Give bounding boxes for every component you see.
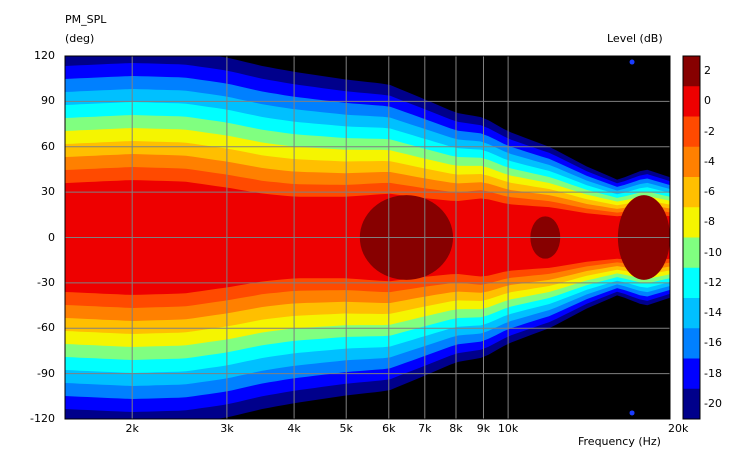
colorbar-frame — [682, 55, 701, 420]
colorbar-tick-label: 0 — [704, 94, 711, 108]
y-tick-label: -90 — [37, 366, 55, 380]
colorbar-tick-label: -8 — [704, 215, 715, 229]
x-tick-label: 5k — [339, 422, 353, 435]
x-tick-label: 6k — [382, 422, 396, 435]
x-tick-label: 8k — [449, 422, 463, 435]
colorbar-tick-label: -20 — [704, 396, 722, 410]
y-tick-label: 90 — [41, 94, 55, 108]
colorbar-tick-label: -16 — [704, 336, 722, 350]
colorbar-tick-label: -18 — [704, 366, 722, 380]
x-tick-label: 7k — [418, 422, 432, 435]
colorbar-swatch — [683, 177, 700, 208]
colorbar-tick-label: -4 — [704, 154, 715, 168]
y-tick-label: 0 — [48, 230, 55, 244]
marker-dot — [629, 59, 635, 65]
x-tick-label: 20k — [668, 422, 689, 435]
y-tick-label: -120 — [30, 412, 55, 425]
x-tick-label: 10k — [497, 422, 519, 435]
colorbar-swatch — [683, 298, 700, 329]
x-axis-label: Frequency (Hz) — [578, 435, 661, 448]
plot-frame — [64, 55, 671, 420]
y-tick-label: -60 — [37, 321, 55, 335]
colorbar — [682, 55, 701, 420]
colorbar-swatch — [683, 207, 700, 238]
colorbar-tick-label: -6 — [704, 185, 715, 199]
y-tick-label: 30 — [41, 185, 55, 199]
chart-title: PM_SPL — [65, 13, 107, 26]
colorbar-tick-label: 2 — [704, 64, 711, 78]
y-tick-label: -30 — [37, 275, 55, 289]
x-tick-label: 4k — [287, 422, 301, 435]
colorbar-swatch — [683, 237, 700, 269]
colorbar-swatch — [683, 56, 700, 87]
x-tick-label: 2k — [125, 422, 139, 435]
y-tick-label: 120 — [34, 49, 55, 62]
colorbar-tick-label: -12 — [704, 275, 722, 289]
colorbar-swatch — [683, 146, 700, 178]
colorbar-swatch — [683, 358, 700, 390]
colorbar-tick-label: -14 — [704, 306, 722, 320]
markers — [629, 59, 635, 416]
y-axis-label: (deg) — [65, 32, 95, 45]
colorbar-swatch — [683, 388, 700, 420]
x-tick-label: 9k — [476, 422, 491, 435]
colorbar-swatch — [683, 116, 700, 148]
y-tick-label: 60 — [41, 139, 55, 153]
grid-lines — [65, 56, 670, 419]
colorbar-swatch — [683, 267, 700, 299]
x-tick-label: 3k — [220, 422, 234, 435]
marker-dot — [629, 410, 635, 416]
colorbar-label: Level (dB) — [607, 32, 663, 45]
colorbar-tick-label: -2 — [704, 124, 715, 138]
colorbar-swatch — [683, 328, 700, 359]
colorbar-swatch — [683, 86, 700, 117]
colorbar-tick-label: -10 — [704, 245, 722, 259]
